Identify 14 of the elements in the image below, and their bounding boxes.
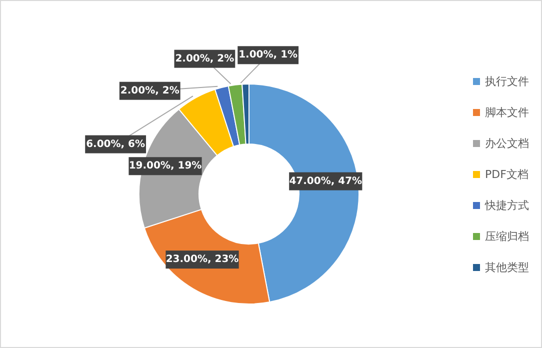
data-label: 1.00%, 1% (238, 50, 298, 61)
legend-label: 脚本文件 (485, 104, 529, 120)
data-label: 2.00%, 2% (120, 85, 180, 96)
data-label: 6.00%, 6% (86, 138, 146, 150)
data-label: 23.00%, 23% (166, 254, 239, 266)
data-label: 2.00%, 2% (175, 53, 234, 64)
data-label: 47.00%, 47% (289, 176, 362, 187)
legend-label: PDF文档 (485, 166, 528, 182)
legend-label: 压缩归档 (485, 228, 529, 244)
legend-label: 其他类型 (485, 260, 529, 274)
legend-label: 快捷方式 (485, 198, 529, 212)
data-label: 19.00%, 19% (128, 160, 202, 172)
legend-label: 执行文件 (485, 74, 529, 88)
legend-label: 办公文档 (485, 136, 529, 150)
